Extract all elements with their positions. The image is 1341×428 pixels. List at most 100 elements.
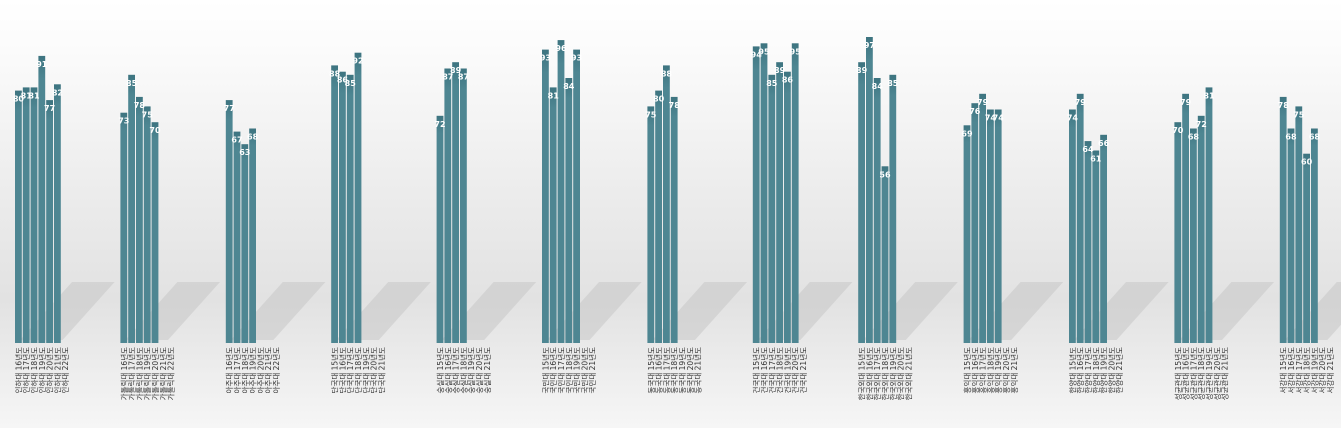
bar[interactable]	[339, 71, 346, 343]
bar[interactable]	[1205, 87, 1213, 344]
bar[interactable]	[1197, 115, 1205, 343]
x-tick-label: 가톨릭대 16년도	[119, 347, 129, 400]
bar[interactable]	[542, 49, 549, 343]
x-tick-label: 단국대 18년도	[353, 347, 363, 394]
bar[interactable]	[120, 112, 128, 343]
x-tick-label: 건국대 20년도	[790, 347, 800, 394]
bar[interactable]	[565, 78, 573, 343]
bar[interactable]	[1190, 128, 1197, 344]
bar[interactable]	[663, 65, 670, 344]
bar-value-label: 88	[329, 69, 341, 78]
bar[interactable]	[1287, 128, 1295, 344]
bar-value-label: 86	[782, 76, 794, 85]
bar[interactable]	[233, 131, 241, 343]
bar[interactable]	[768, 74, 776, 344]
bar[interactable]	[1069, 109, 1076, 344]
x-tick-label: 숭실대 20년도	[474, 347, 484, 394]
bar-value-label: 81	[548, 91, 560, 100]
bar[interactable]	[38, 55, 46, 344]
bar[interactable]	[136, 96, 143, 344]
bar[interactable]	[1182, 93, 1189, 343]
bar-value-label: 85	[887, 79, 899, 88]
x-tick-label: 건국대 18년도	[775, 347, 785, 394]
bar[interactable]	[873, 78, 881, 343]
bar-value-label: 86	[337, 76, 349, 85]
bar[interactable]	[791, 43, 799, 344]
bar[interactable]	[963, 125, 971, 343]
bar[interactable]	[866, 37, 873, 343]
bar[interactable]	[241, 144, 249, 343]
bar[interactable]	[354, 52, 362, 343]
bar[interactable]	[331, 65, 338, 344]
bar[interactable]	[1174, 122, 1182, 343]
bar[interactable]	[881, 166, 889, 343]
bar[interactable]	[249, 128, 256, 344]
bar[interactable]	[460, 68, 467, 344]
x-tick-label: 단국대 21년도	[376, 347, 386, 394]
bar[interactable]	[776, 62, 783, 343]
bar-value-label: 68	[1285, 133, 1297, 142]
bar-value-label: 87	[442, 73, 453, 82]
bar-value-label: 92	[352, 57, 363, 66]
bar[interactable]	[549, 87, 557, 344]
bar[interactable]	[1084, 141, 1092, 343]
bar[interactable]	[1076, 93, 1084, 343]
bar[interactable]	[1092, 150, 1100, 344]
bar-value-label: 75	[645, 110, 657, 119]
bar[interactable]	[22, 87, 30, 344]
bar[interactable]	[46, 100, 53, 343]
bar[interactable]	[573, 49, 580, 343]
x-tick-label: 한양대 19년도	[1099, 347, 1109, 394]
x-tick-label: 국민대 20년도	[579, 347, 589, 394]
x-tick-label: 국민대 21년도	[587, 347, 597, 394]
bar[interactable]	[1279, 96, 1287, 344]
bar[interactable]	[994, 109, 1002, 344]
bar[interactable]	[225, 100, 233, 343]
bar[interactable]	[143, 106, 151, 344]
bar[interactable]	[30, 87, 38, 344]
bar[interactable]	[647, 106, 655, 344]
x-tick-label: 한양대 21년도	[1114, 347, 1124, 394]
x-tick-label: 한국외대 18년도	[880, 347, 890, 400]
x-tick-label: 단국대 20년도	[369, 347, 379, 394]
bar[interactable]	[151, 122, 159, 343]
bar-value-label: 60	[1301, 158, 1313, 167]
bar[interactable]	[128, 74, 135, 344]
bar[interactable]	[670, 96, 678, 344]
bar[interactable]	[1311, 128, 1318, 344]
bar-value-label: 81	[28, 91, 40, 100]
bar[interactable]	[784, 71, 791, 343]
x-tick-label: 숭실대 21년도	[482, 347, 492, 394]
bar[interactable]	[655, 90, 662, 343]
bar[interactable]	[54, 84, 61, 344]
bar[interactable]	[1295, 106, 1303, 344]
bar[interactable]	[979, 93, 986, 343]
bar[interactable]	[436, 115, 444, 343]
x-tick-label: 홍익대 16년도	[970, 347, 980, 394]
x-tick-label: 가톨릭대 20년도	[150, 347, 160, 400]
x-tick-label: 한국외대 16년도	[864, 347, 874, 400]
bar[interactable]	[760, 43, 768, 344]
bar[interactable]	[1100, 134, 1107, 343]
bar[interactable]	[452, 62, 459, 343]
bar-value-label: 75	[1293, 110, 1305, 119]
x-tick-label: 아주대 18년도	[240, 347, 250, 394]
bar[interactable]	[858, 62, 865, 343]
bar[interactable]	[15, 90, 22, 343]
bar[interactable]	[971, 103, 979, 343]
bar[interactable]	[444, 68, 452, 344]
bar-value-label: 79	[1075, 98, 1087, 107]
bar-value-label: 77	[224, 104, 235, 113]
bar[interactable]	[987, 109, 994, 344]
bar-value-label: 68	[1309, 133, 1321, 142]
bar-value-label: 93	[540, 54, 551, 63]
x-tick-label: 인하대 20년도	[45, 347, 55, 394]
bar[interactable]	[557, 40, 565, 343]
x-tick-label: 성균관대 21년도	[1220, 347, 1230, 400]
bar[interactable]	[752, 46, 760, 344]
bar[interactable]	[889, 74, 897, 344]
x-tick-label: 서강대 21년도	[1325, 347, 1335, 394]
bar[interactable]	[346, 74, 354, 344]
bar[interactable]	[1303, 153, 1310, 343]
